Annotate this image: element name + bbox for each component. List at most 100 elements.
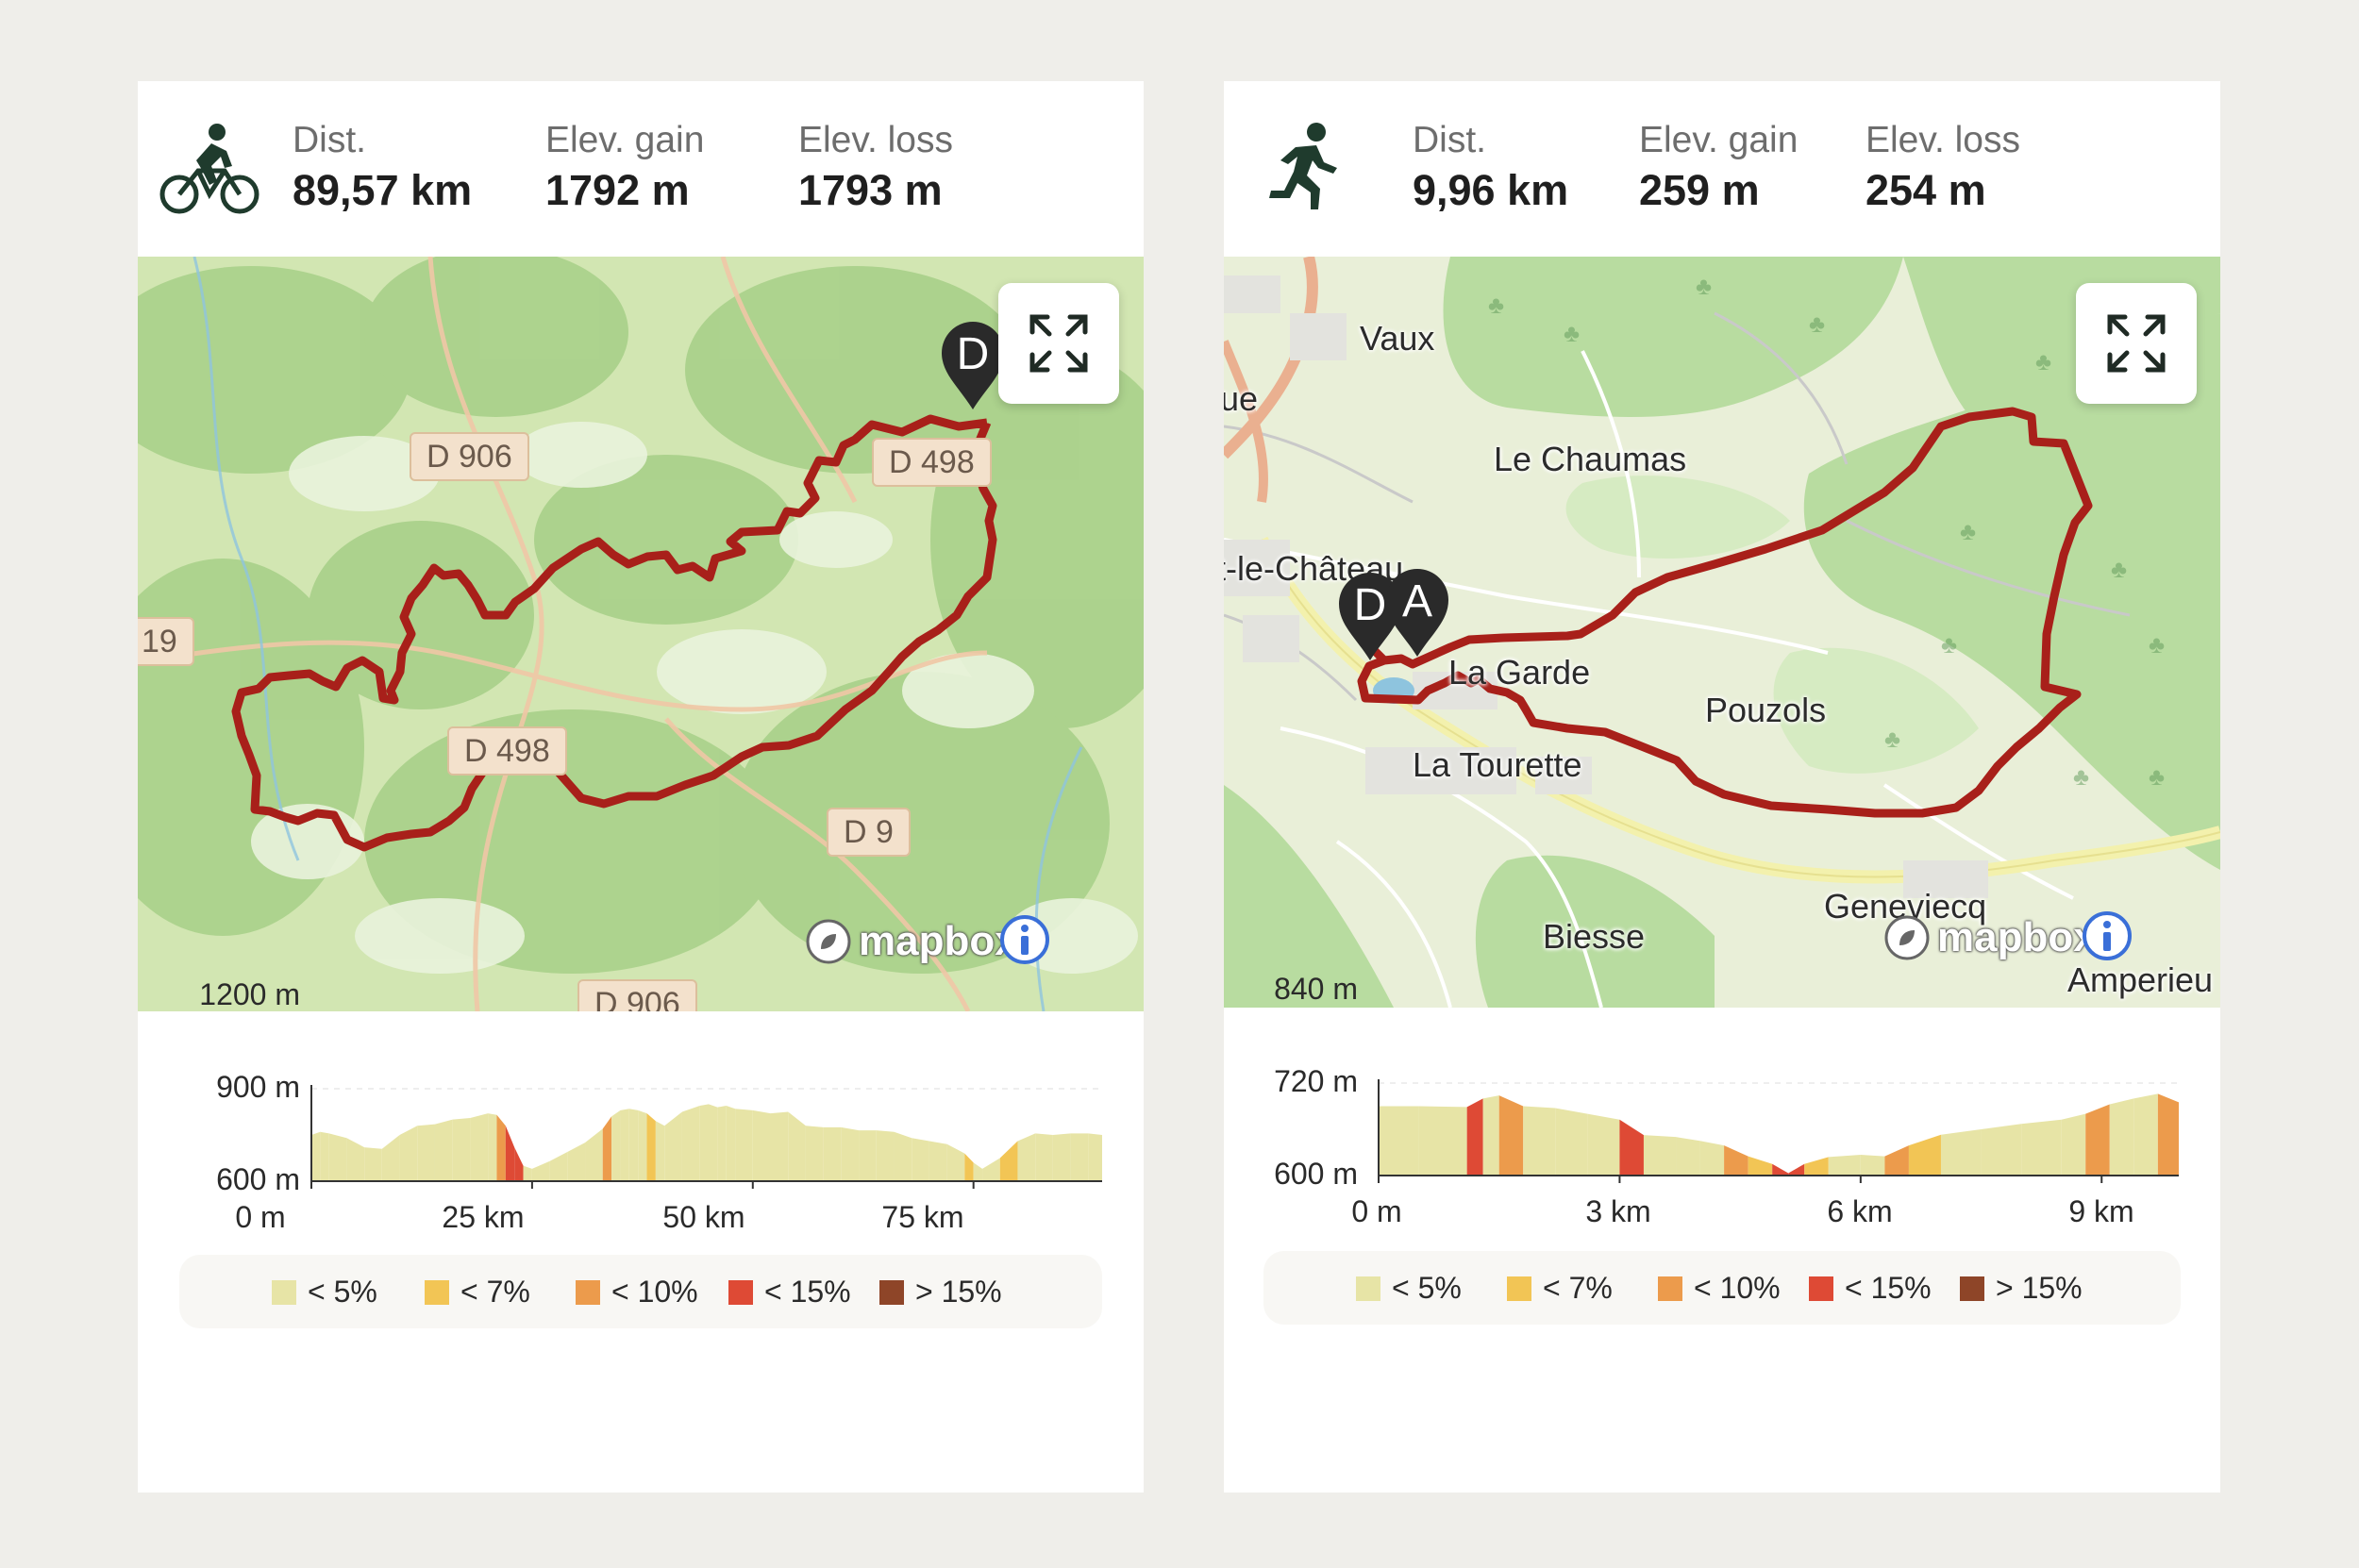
svg-text:♣: ♣ bbox=[2073, 762, 2089, 791]
profile-segment bbox=[628, 1109, 639, 1181]
mapbox-logo-text: mapbox bbox=[859, 918, 1018, 964]
svg-text:♣: ♣ bbox=[1564, 319, 1580, 347]
mapbox-attribution[interactable]: mapbox bbox=[804, 913, 1049, 970]
profile-segment bbox=[1482, 1095, 1499, 1176]
svg-text:♣: ♣ bbox=[1488, 291, 1504, 319]
profile-segment bbox=[523, 1165, 532, 1181]
profile-segment bbox=[1619, 1119, 1644, 1176]
legend-swatch bbox=[576, 1280, 600, 1305]
profile-segment bbox=[1523, 1106, 1556, 1176]
profile-segment bbox=[514, 1147, 524, 1181]
legend-label: < 7% bbox=[1543, 1271, 1613, 1305]
mapbox-logo-text: mapbox bbox=[1937, 914, 2097, 960]
profile-segment bbox=[823, 1126, 842, 1181]
profile-segment bbox=[1860, 1154, 1885, 1176]
profile-segment bbox=[770, 1111, 789, 1181]
legend-swatch bbox=[879, 1280, 904, 1305]
profile-segment bbox=[1088, 1133, 1102, 1181]
place-label: ue bbox=[1224, 379, 1259, 418]
expand-icon bbox=[2107, 314, 2166, 373]
profile-segment bbox=[735, 1109, 753, 1181]
place-label: Le Chaumas bbox=[1494, 440, 1687, 478]
legend-label: > 15% bbox=[915, 1275, 1002, 1309]
fullscreen-button[interactable] bbox=[2076, 283, 2197, 404]
profile-segment bbox=[2133, 1093, 2158, 1176]
place-label: La Garde bbox=[1448, 653, 1591, 692]
profile-segment bbox=[664, 1111, 682, 1181]
profile-segment bbox=[320, 1131, 329, 1181]
profile-segment bbox=[646, 1113, 656, 1181]
start-marker[interactable]: D bbox=[1337, 572, 1403, 662]
profile-segment bbox=[2021, 1119, 2062, 1176]
runner-icon bbox=[1262, 119, 1365, 223]
legend-swatch bbox=[1809, 1276, 1833, 1301]
x-tick-label: 0 m bbox=[1351, 1194, 1402, 1228]
slope-legend: < 5% < 7% < 10% < 15% > 15% bbox=[179, 1255, 1102, 1328]
profile-segment bbox=[611, 1109, 621, 1181]
profile-segment bbox=[434, 1119, 453, 1181]
profile-segment bbox=[381, 1135, 400, 1181]
profile-segment bbox=[328, 1133, 347, 1181]
profile-segment bbox=[311, 1131, 321, 1181]
stat-distance: Dist. 9,96 km bbox=[1413, 117, 1568, 217]
place-label: Pouzols bbox=[1705, 691, 1827, 729]
profile-segment bbox=[1052, 1133, 1071, 1181]
activity-card-cycling: Dist. 89,57 km Elev. gain 1792 m Elev. l… bbox=[138, 81, 1144, 1493]
legend-label: < 10% bbox=[1694, 1271, 1781, 1305]
end-marker[interactable]: A bbox=[1384, 568, 1450, 659]
place-label: La Tourette bbox=[1413, 745, 1582, 784]
legend-swatch bbox=[1507, 1276, 1531, 1301]
profile-segment bbox=[1724, 1145, 1748, 1176]
route-map[interactable]: ♣ ♣ ♣ ♣ ♣ ♣ ♣ ♣ ♣ ♣ ♣ ♣ Vaux ue Le Chaumas t-l… bbox=[1224, 257, 2220, 1008]
profile-segment bbox=[1788, 1163, 1805, 1176]
road-label: D 906 bbox=[577, 979, 697, 1011]
profile-segment bbox=[620, 1109, 629, 1181]
profile-segment bbox=[946, 1143, 965, 1181]
profile-segment bbox=[505, 1126, 515, 1181]
mapbox-logo-icon bbox=[1884, 915, 1930, 960]
profile-segment bbox=[452, 1118, 471, 1181]
stat-value: 259 m bbox=[1639, 166, 1760, 214]
profile-segment bbox=[549, 1151, 568, 1181]
cyclist-icon bbox=[159, 119, 262, 223]
profile-segment bbox=[681, 1105, 700, 1181]
x-tick-label: 6 km bbox=[1827, 1194, 1893, 1228]
profile-segment bbox=[894, 1131, 912, 1181]
profile-segment bbox=[876, 1130, 895, 1181]
x-tick-label: 50 km bbox=[662, 1200, 745, 1234]
profile-segment bbox=[2085, 1104, 2110, 1176]
route-map[interactable]: D 906 D 498 19 D 498 D 9 D 906 D bbox=[138, 257, 1144, 1011]
profile-segment bbox=[1017, 1133, 1036, 1181]
profile-segment bbox=[859, 1130, 877, 1181]
info-icon[interactable] bbox=[2081, 909, 2133, 962]
profile-segment bbox=[1908, 1134, 1941, 1176]
mapbox-attribution[interactable]: mapbox bbox=[1882, 909, 2132, 966]
svg-text:♣: ♣ bbox=[2035, 347, 2051, 375]
activity-card-running: Dist. 9,96 km Elev. gain 259 m Elev. los… bbox=[1224, 81, 2220, 1493]
profile-segment bbox=[788, 1111, 806, 1181]
x-tick-label: 9 km bbox=[2068, 1194, 2134, 1228]
profile-segment bbox=[638, 1109, 647, 1181]
profile-segment bbox=[2109, 1098, 2134, 1176]
start-marker[interactable]: D bbox=[940, 321, 1006, 411]
legend-swatch bbox=[1960, 1276, 1984, 1301]
profile-segment bbox=[1035, 1133, 1053, 1181]
svg-text:♣: ♣ bbox=[2111, 555, 2127, 583]
stat-label: Elev. gain bbox=[1639, 120, 1799, 160]
place-label: Vaux bbox=[1360, 319, 1435, 358]
profile-segment bbox=[1676, 1137, 1700, 1176]
road-label: D 498 bbox=[447, 726, 567, 776]
stat-elev-gain: Elev. gain 1792 m bbox=[545, 117, 704, 217]
road-label: 19 bbox=[138, 617, 194, 666]
legend-label: < 5% bbox=[1392, 1271, 1462, 1305]
x-tick-label: 3 km bbox=[1585, 1194, 1651, 1228]
stat-label: Elev. loss bbox=[798, 120, 953, 160]
info-icon[interactable] bbox=[998, 913, 1051, 966]
fullscreen-button[interactable] bbox=[998, 283, 1119, 404]
y-tick-label: 900 m bbox=[216, 1070, 300, 1104]
y-tick-label: 1200 m bbox=[199, 977, 300, 1011]
profile-segment bbox=[602, 1116, 612, 1181]
legend-swatch bbox=[425, 1280, 449, 1305]
elevation-chart bbox=[310, 1085, 1102, 1189]
profile-segment bbox=[1587, 1113, 1620, 1176]
